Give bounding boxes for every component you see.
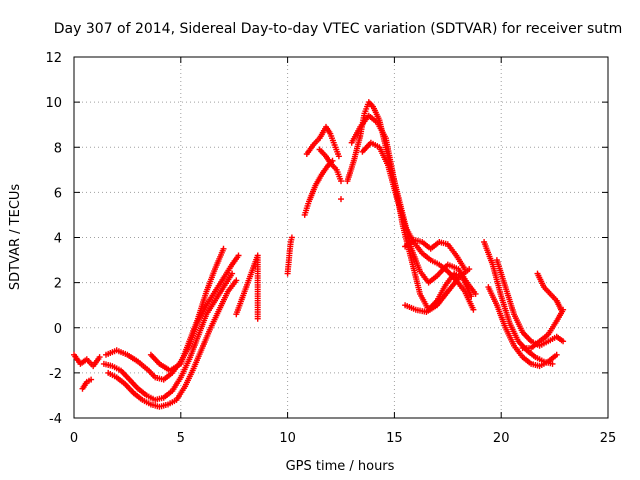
data-point [88,376,95,383]
y-tick-label: 10 [45,96,62,111]
data-points [71,99,567,410]
x-tick-label: 0 [70,431,78,446]
y-axis-label: SDTVAR / TECUs [8,184,23,291]
data-point [335,153,342,160]
axes-frame [73,56,609,419]
data-point [558,306,564,313]
data-point [235,252,242,259]
y-tick-label: 2 [54,277,62,292]
y-tick-label: 0 [54,322,62,337]
data-point [472,290,479,297]
data-point [553,351,560,358]
data-point [229,270,236,277]
data-point [560,338,567,345]
data-point [549,360,556,367]
y-tick-label: 12 [45,51,62,66]
data-point [466,266,473,273]
chart-title: Day 307 of 2014, Sidereal Day-to-day VTE… [54,21,623,37]
y-tick-label: 4 [54,232,62,247]
data-point [96,354,103,361]
data-point [470,306,477,313]
y-tick-label: -4 [49,412,62,427]
data-point [220,245,227,252]
data-point [233,277,240,284]
x-tick-label: 5 [177,431,185,446]
y-tick-label: -2 [49,367,62,382]
x-tick-label: 25 [600,431,617,446]
x-tick-label: 15 [386,431,403,446]
y-tick-labels: -4 -2 0 2 4 6 8 10 12 [45,51,62,427]
x-tick-labels: 0 5 10 15 20 25 [70,431,616,446]
data-point [254,315,261,322]
y-tick-label: 8 [54,141,62,156]
data-point [338,196,344,203]
x-tick-label: 10 [279,431,296,446]
data-point [288,234,295,241]
x-axis-label: GPS time / hours [286,459,395,474]
x-tick-label: 20 [493,431,510,446]
y-tick-label: 6 [54,186,62,201]
data-point [338,178,344,185]
